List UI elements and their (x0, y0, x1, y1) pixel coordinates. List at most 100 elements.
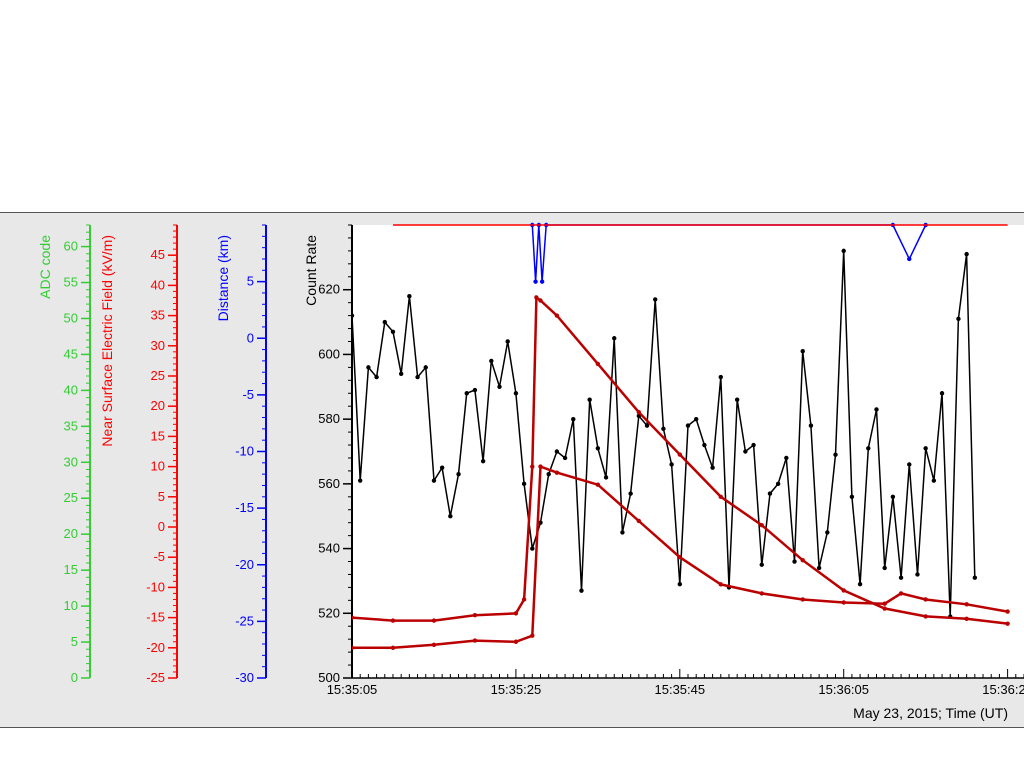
data-point (849, 494, 855, 499)
data-point (718, 494, 723, 499)
data-point (800, 597, 805, 602)
data-point (431, 478, 437, 483)
data-point (702, 442, 707, 448)
data-point (833, 452, 838, 457)
y-tick-label: 520 (318, 605, 340, 620)
x-tick-label: 15:35:45 (655, 682, 706, 697)
data-point (448, 514, 453, 519)
data-point (431, 618, 437, 623)
data-point (366, 365, 371, 370)
data-point (653, 297, 658, 302)
data-point (538, 464, 543, 469)
data-point (890, 494, 896, 499)
y-tick-label: 45 (64, 346, 78, 361)
data-point (677, 452, 683, 457)
data-point (595, 446, 601, 451)
data-point (398, 371, 404, 377)
y-axis-title: Count Rate (303, 235, 319, 306)
data-point (857, 581, 863, 587)
data-point (534, 295, 539, 300)
data-point (931, 478, 937, 483)
y-tick-label: -25 (146, 670, 165, 685)
x-tick-label: 15:36:05 (818, 682, 869, 697)
data-point (825, 530, 830, 535)
data-point (521, 481, 527, 487)
data-point (907, 256, 912, 262)
data-point (964, 251, 969, 257)
data-point (374, 374, 379, 380)
data-point (546, 471, 551, 477)
y-tick-label: 50 (64, 310, 78, 325)
data-point (939, 391, 945, 396)
y-tick-label: 10 (64, 598, 78, 613)
data-point (620, 530, 625, 535)
data-point (636, 518, 642, 524)
data-point (841, 600, 846, 605)
data-point (480, 459, 486, 464)
y-tick-label: -20 (235, 557, 254, 572)
y-tick-label: 0 (247, 330, 254, 345)
data-point (554, 313, 560, 318)
y-tick-label: 30 (151, 338, 165, 353)
y-tick-label: 45 (151, 247, 165, 262)
data-point (743, 449, 748, 454)
y-tick-label: 500 (318, 670, 340, 685)
data-point (866, 446, 871, 451)
data-point (390, 618, 396, 623)
data-point (352, 313, 355, 318)
data-point (513, 639, 519, 644)
data-point (357, 478, 363, 483)
y-tick-label: 0 (158, 519, 165, 534)
data-point (595, 482, 601, 487)
x-tick-label: 15:36:25 (982, 682, 1024, 697)
data-point (382, 319, 387, 325)
data-point (923, 614, 928, 619)
data-point (882, 565, 887, 571)
data-point (882, 601, 887, 606)
data-point (956, 316, 961, 322)
data-point (530, 546, 535, 551)
y-tick-label: -15 (235, 500, 254, 515)
data-point (751, 442, 756, 448)
data-point (612, 336, 617, 341)
data-point (964, 602, 969, 607)
data-point (423, 365, 428, 370)
data-point (693, 416, 699, 422)
data-point (759, 522, 764, 528)
data-point (352, 645, 355, 650)
y-tick-label: 40 (64, 382, 78, 397)
data-point (669, 462, 674, 467)
data-point (636, 410, 642, 415)
data-point (562, 455, 568, 461)
data-point (677, 555, 683, 560)
y-tick-label: 10 (151, 459, 165, 474)
data-point (538, 298, 543, 303)
data-point (464, 391, 469, 396)
y-axis-title: Near Surface Electric Field (kV/m) (99, 235, 115, 447)
data-point (661, 426, 666, 432)
data-point (882, 606, 887, 611)
y-tick-label: -30 (235, 670, 254, 685)
data-point (603, 475, 609, 480)
x-axis-label: May 23, 2015; Time (UT) (853, 705, 1008, 721)
data-point (767, 491, 773, 496)
data-point (538, 520, 543, 525)
data-point (874, 407, 879, 412)
y-tick-label: 5 (247, 274, 254, 289)
y-axis-title: Distance (km) (215, 235, 231, 321)
data-point (841, 588, 846, 593)
data-point (800, 558, 805, 563)
y-tick-label: -20 (146, 640, 165, 655)
data-point (521, 597, 527, 602)
data-point (677, 581, 683, 587)
data-point (513, 611, 519, 616)
data-point (456, 471, 461, 477)
data-point (530, 633, 535, 638)
data-point (472, 638, 478, 643)
data-point (472, 387, 478, 393)
data-point (898, 591, 904, 596)
data-point (964, 616, 969, 622)
x-tick-label: 15:35:25 (491, 682, 542, 697)
data-point (628, 491, 633, 496)
